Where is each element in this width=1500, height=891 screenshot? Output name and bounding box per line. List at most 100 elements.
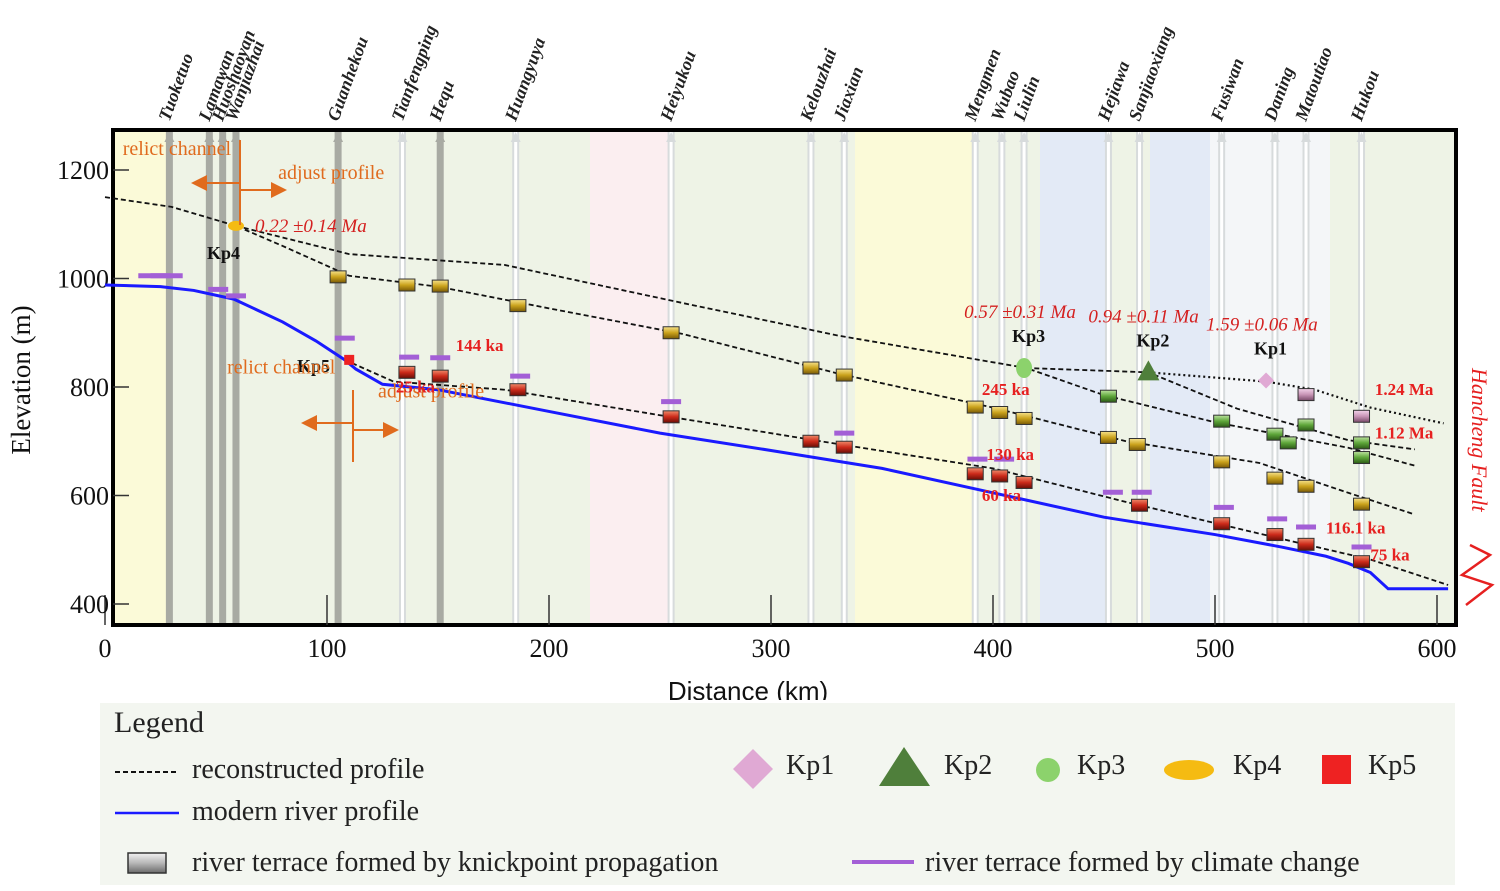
annotation-label: 1.12 Ma — [1375, 424, 1434, 443]
y-tick-label: 800 — [70, 373, 109, 402]
series-line — [1026, 367, 1415, 451]
knickpoint-terrace — [835, 368, 853, 382]
knickpoint-terrace — [1266, 528, 1284, 542]
station-arrowhead — [1134, 132, 1145, 142]
legend-kp3-label: Kp3 — [1077, 750, 1126, 781]
knickpoint-terrace — [662, 410, 680, 424]
fault-symbol — [1459, 543, 1495, 606]
knickpoint-terrace — [1297, 388, 1315, 402]
annotation-label: 245 ka — [982, 380, 1030, 399]
knickpoint-label: Kp1 — [1254, 338, 1287, 358]
station-arrowhead — [204, 132, 215, 142]
knickpoint-terrace — [1015, 475, 1033, 489]
kp3-marker — [1016, 358, 1033, 379]
station-label: Jiaxian — [829, 64, 867, 124]
legend-climate-terrace-label: river terrace formed by climate change — [925, 847, 1360, 878]
station-arrowhead — [1019, 132, 1030, 142]
knickpoint-terrace — [802, 434, 820, 448]
station-arrowhead — [1269, 132, 1280, 142]
legend-kp4-label: Kp4 — [1233, 750, 1282, 781]
knickpoint-label: Kp3 — [1012, 326, 1045, 346]
legend-kp3-symbol — [1036, 758, 1060, 782]
legend-key-knickpoint-terrace — [127, 852, 167, 874]
annotation-label: adjust profile — [378, 380, 484, 402]
legend-reconstructed-label: reconstructed profile — [192, 754, 425, 785]
x-tick-label: 300 — [752, 634, 791, 663]
channel-arrows — [191, 140, 399, 462]
knickpoint-terrace — [966, 400, 984, 414]
station-arrowhead — [1356, 132, 1367, 142]
annotation-label: 75 ka — [1370, 546, 1410, 565]
kp1-marker — [1258, 372, 1275, 389]
knickpoint-terrace — [1297, 537, 1315, 551]
x-tick-label: 100 — [308, 634, 347, 663]
knickpoint-terrace — [1297, 418, 1315, 432]
y-tick-label: 1000 — [57, 265, 109, 294]
station-label: Guanhekou — [323, 34, 372, 124]
knickpoint-terrace — [431, 279, 449, 293]
station-arrowhead — [996, 132, 1007, 142]
legend-kp4-symbol — [1164, 760, 1214, 780]
knickpoint-terrace — [1353, 555, 1371, 569]
knickpoint-terrace — [1353, 497, 1371, 511]
legend-title: Legend — [114, 706, 204, 739]
station-arrowhead — [164, 132, 175, 142]
annotation-label: 60 ka — [982, 486, 1022, 505]
knickpoint-terrace — [802, 361, 820, 375]
station-arrowhead — [1216, 132, 1227, 142]
knickpoint-label: Kp5 — [297, 356, 330, 376]
knickpoint-terrace — [991, 405, 1009, 419]
station-arrowhead — [230, 132, 241, 142]
kp2-marker — [1137, 360, 1160, 381]
annotation-label: relict channel — [227, 356, 336, 378]
station-arrowhead — [1103, 132, 1114, 142]
knickpoint-terrace — [991, 469, 1009, 483]
knickpoint-terrace — [1266, 427, 1284, 441]
annotations: relict channel adjust profile relict chann… — [123, 138, 1434, 565]
knickpoint-terrace — [1099, 389, 1117, 403]
station-label: Huangyuya — [500, 35, 549, 125]
station-arrowhead — [666, 132, 677, 142]
knickpoint-terrace — [509, 299, 527, 313]
knickpoint-terrace — [1353, 409, 1371, 423]
knickpoint-label: Kp2 — [1136, 330, 1169, 350]
legend-kp1-label: Kp1 — [786, 750, 835, 781]
knickpoint-terrace — [1131, 498, 1149, 512]
legend-key-climate-terrace — [852, 860, 914, 864]
knickpoint-terrace — [966, 467, 984, 481]
series-line — [104, 283, 1449, 591]
knickpoint-terrace — [1015, 411, 1033, 425]
knickpoint-terrace — [1279, 436, 1297, 450]
station-label: Tuoketuo — [154, 50, 197, 123]
annotation-label: 116.1 ka — [1326, 518, 1386, 537]
annotation-label: adjust profile — [278, 162, 384, 184]
knickpoint-terrace — [431, 369, 449, 383]
plot-frame — [111, 128, 1458, 627]
knickpoint-terrace — [662, 326, 680, 340]
kp5-marker — [344, 354, 355, 365]
station-arrowhead — [510, 132, 521, 142]
station-label: Heiyukou — [656, 48, 700, 124]
station-arrowhead — [970, 132, 981, 142]
y-axis-label: Elevation (m) — [6, 305, 36, 454]
x-tick-label: 600 — [1418, 634, 1457, 663]
axis-ticks: 0 100 200 300 400 500 600 400 600 800 1000 1200 — [57, 156, 1457, 663]
x-tick-label: 500 — [1196, 634, 1235, 663]
series-line — [1148, 371, 1444, 425]
y-tick-label: 400 — [70, 590, 109, 619]
knickpoint-age: 0.22 ±0.14 Ma — [255, 216, 367, 237]
y-tick-label: 1200 — [57, 156, 109, 185]
knickpoint-age: 0.57 ±0.31 Ma — [964, 302, 1076, 323]
knickpoint-terrace — [1213, 455, 1231, 469]
annotation-label: 144 ka — [456, 336, 504, 355]
y-tick-label: 600 — [70, 482, 109, 511]
knickpoint-age: 1.59 ±0.06 Ma — [1206, 314, 1318, 335]
knickpoint-terrace — [1353, 451, 1371, 465]
x-tick-label: 400 — [974, 634, 1013, 663]
legend-key-reconstructed — [115, 771, 179, 773]
knickpoint-terrace — [398, 365, 416, 379]
knickpoint-terrace — [329, 270, 347, 284]
legend-panel — [100, 703, 1455, 885]
knickpoint-terrace — [1213, 517, 1231, 531]
